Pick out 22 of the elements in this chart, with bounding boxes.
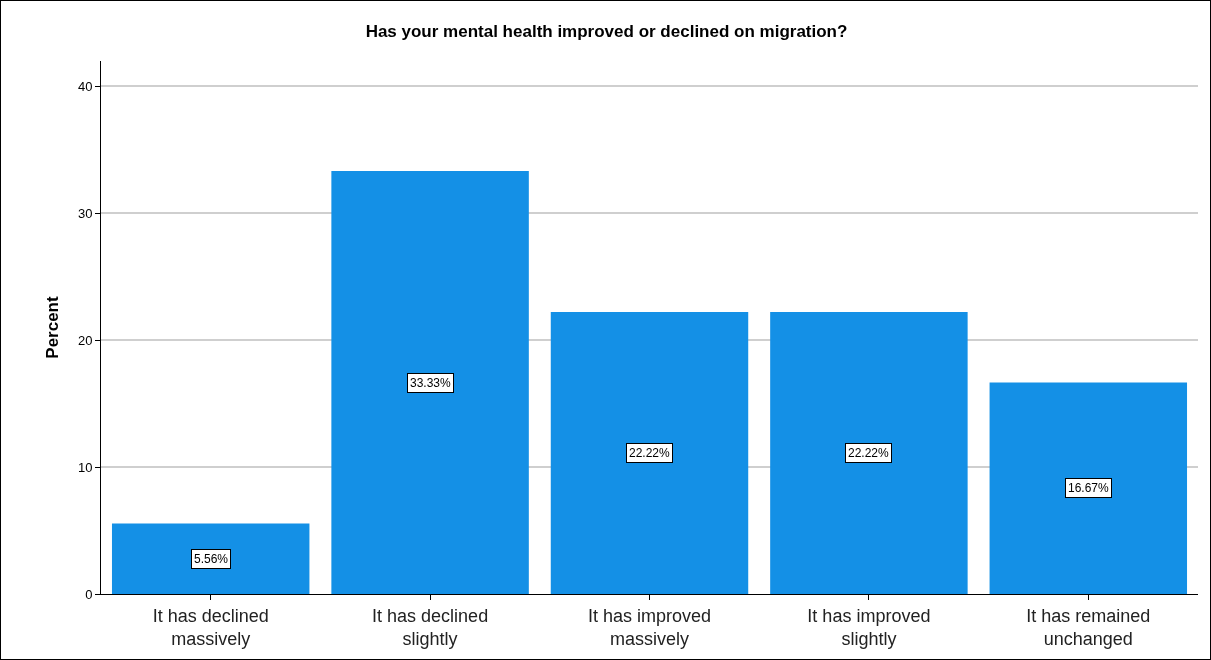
data-label: 33.33%: [410, 376, 452, 390]
bar: [111, 523, 310, 594]
y-tick-label: 10: [77, 459, 93, 475]
data-label: 22.22%: [848, 446, 890, 460]
y-axis-title: Percent: [43, 295, 63, 359]
y-tick-label: 20: [77, 332, 93, 348]
y-tick-label: 0: [85, 586, 93, 602]
bar: [550, 312, 749, 594]
data-label: 16.67%: [1068, 481, 1110, 495]
x-tick-label: It has declined massively: [152, 605, 269, 649]
chart-title: Has your mental health improved or declined on migration?: [365, 21, 848, 41]
y-tick-label: 40: [77, 78, 93, 94]
bar: [331, 171, 529, 594]
x-tick-label: It has remained unchanged: [1026, 605, 1151, 649]
x-tick-label: It has improved massively: [587, 605, 712, 649]
bar: [989, 382, 1188, 594]
y-tick-label: 30: [77, 205, 93, 221]
data-label: 5.56%: [194, 552, 229, 566]
data-label: 22.22%: [629, 446, 671, 460]
bar: [770, 312, 968, 594]
x-tick-label: It has declined slightly: [372, 605, 489, 649]
x-tick-label: It has improved slightly: [807, 605, 931, 649]
